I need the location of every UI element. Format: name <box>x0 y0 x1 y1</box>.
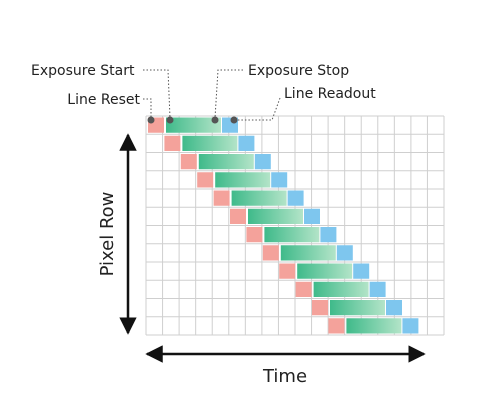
x-axis-label: Time <box>262 366 307 387</box>
exposure-block <box>198 154 254 170</box>
readout-block <box>238 135 255 151</box>
y-axis-label: Pixel Row <box>97 192 118 277</box>
readout-block <box>304 208 320 224</box>
label-line-readout: Line Readout <box>284 86 376 102</box>
grid <box>145 115 445 336</box>
exposure-block <box>280 245 336 261</box>
readout-block <box>271 172 288 188</box>
readout-block <box>369 281 386 297</box>
readout-block <box>287 190 304 206</box>
row-blocks <box>148 117 419 334</box>
exposure-block <box>248 208 303 224</box>
reset-block <box>213 190 230 206</box>
exposure-block <box>231 190 287 206</box>
dot <box>230 116 238 124</box>
reset-block <box>328 318 345 334</box>
reset-block <box>164 135 181 151</box>
reset-block <box>180 154 197 170</box>
exposure-block <box>166 117 221 133</box>
label-exposure-stop: Exposure Stop <box>248 63 349 79</box>
reset-block <box>230 208 246 224</box>
reset-block <box>295 281 312 297</box>
readout-block <box>353 263 370 279</box>
dot <box>147 116 155 124</box>
reset-block <box>246 227 263 243</box>
exposure-block <box>215 172 271 188</box>
reset-block <box>262 245 279 261</box>
label-line-reset: Line Reset <box>67 92 140 108</box>
leader-exposure-start <box>143 69 171 119</box>
readout-block <box>386 300 402 316</box>
reset-block <box>197 172 214 188</box>
exposure-block <box>313 281 369 297</box>
exposure-block <box>346 318 402 334</box>
leader-line-readout <box>237 97 281 121</box>
readout-block <box>336 245 353 261</box>
readout-block <box>402 318 419 334</box>
reset-block <box>279 263 296 279</box>
leader-line-reset <box>143 98 152 118</box>
exposure-block <box>264 227 320 243</box>
readout-block <box>254 154 271 170</box>
readout-block <box>320 227 337 243</box>
label-exposure-start: Exposure Start <box>31 63 135 79</box>
exposure-block <box>297 263 353 279</box>
exposure-block <box>182 135 238 151</box>
dot <box>166 116 174 124</box>
dot <box>211 116 219 124</box>
leader-exposure-stop <box>214 69 243 119</box>
reset-block <box>312 300 328 316</box>
exposure-block <box>330 300 385 316</box>
